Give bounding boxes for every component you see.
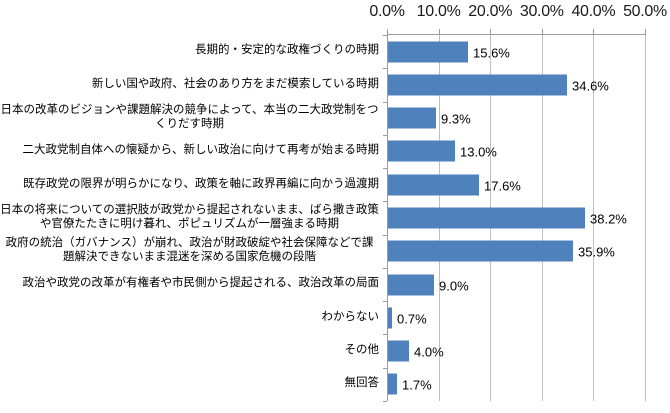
category-axis-tick xyxy=(383,35,387,36)
category-label: 政府の統治（ガバナンス）が崩れ、政治が財政破綻や社会保障などで課題解決できないま… xyxy=(0,234,382,267)
bar-value-label: 9.3% xyxy=(441,111,471,127)
bar xyxy=(388,174,479,196)
category-label: 既存政党の限界が明らかになり、政策を軸に政界再編に向かう過渡期 xyxy=(0,167,382,200)
x-axis-tick-label: 50.0% xyxy=(623,3,667,20)
bar xyxy=(388,140,455,162)
bar-value-label: 9.0% xyxy=(439,278,469,294)
bar-value-label: 15.6% xyxy=(473,45,510,61)
bar xyxy=(388,340,409,362)
category-label-text: 日本の将来についての選択肢が政党から提起されないまま、ばら撒き政策や官僚たたきに… xyxy=(0,203,379,230)
axis-tick xyxy=(387,29,388,34)
bar-value-label: 13.0% xyxy=(460,144,497,160)
bar-value-label: 35.9% xyxy=(578,244,615,260)
category-label-text: 既存政党の限界が明らかになり、政策を軸に政界再編に向かう過渡期 xyxy=(22,177,379,190)
category-axis-tick xyxy=(383,201,387,202)
plot-area: 15.6% 34.6% 9.3% 13.0% 17.6% 38.2% 35.9% 9.0% 0.… xyxy=(383,29,646,402)
bar xyxy=(388,307,392,329)
category-label: 政治や政党の改革が有権者や市民側から提起される、政治改革の局面 xyxy=(0,267,382,300)
bar-value-label: 34.6% xyxy=(572,78,609,94)
x-axis-tick-label: 30.0% xyxy=(519,3,564,20)
category-label: その他 xyxy=(0,333,382,366)
category-label-text: その他 xyxy=(344,343,380,356)
category-label-text: わからない xyxy=(321,310,380,323)
bar-value-label: 17.6% xyxy=(484,178,521,194)
category-axis-tick xyxy=(383,334,387,335)
axis-tick xyxy=(645,29,646,34)
axis-tick xyxy=(541,29,543,34)
bar-value-label: 0.7% xyxy=(397,311,427,327)
category-axis-tick xyxy=(383,268,387,269)
bar-value-label: 38.2% xyxy=(590,211,627,227)
category-label: 日本の将来についての選択肢が政党から提起されないまま、ばら撒き政策や官僚たたきに… xyxy=(0,200,382,233)
category-label: わからない xyxy=(0,300,382,333)
category-label-text: 新しい国や政府、社会のあり方をまだ模索している時期 xyxy=(91,77,379,90)
bar xyxy=(388,107,436,129)
bar xyxy=(388,74,567,96)
x-axis-tick-label: 40.0% xyxy=(571,3,616,20)
category-axis-tick xyxy=(383,301,387,302)
category-label: 長期的・安定的な政権づくりの時期 xyxy=(0,34,382,67)
bar xyxy=(388,41,468,63)
category-label: 新しい国や政府、社会のあり方をまだ模索している時期 xyxy=(0,67,382,100)
category-label-text: 日本の改革のビジョンや課題解決の競争によって、本当の二大政党制をつくりだす時期 xyxy=(0,103,379,131)
x-axis-tick-label: 0.0% xyxy=(369,3,405,20)
x-axis-tick-label: 20.0% xyxy=(468,3,513,20)
category-axis-tick xyxy=(383,168,387,169)
bar xyxy=(388,274,434,296)
category-axis-tick xyxy=(383,102,387,103)
category-label: 無回答 xyxy=(0,367,382,400)
bar xyxy=(388,373,397,395)
bar xyxy=(388,240,573,262)
axis-tick xyxy=(438,29,440,34)
category-axis-tick xyxy=(383,135,387,136)
axis-tick xyxy=(593,29,595,34)
bar xyxy=(388,207,585,229)
category-label: 二大政党制自体への懐疑から、新しい政治に向けて再考が始まる時期 xyxy=(0,134,382,167)
category-label-text: 二大政党制自体への懐疑から、新しい政治に向けて再考が始まる時期 xyxy=(22,144,380,157)
category-axis-tick xyxy=(383,401,387,402)
category-label-text: 長期的・安定的な政権づくりの時期 xyxy=(195,44,379,57)
x-axis-tick-label: 10.0% xyxy=(416,3,461,20)
category-label-text: 政府の統治（ガバナンス）が崩れ、政治が財政破綻や社会保障などで課題解決できないま… xyxy=(5,236,374,264)
bar-value-label: 1.7% xyxy=(402,377,432,393)
category-axis-tick xyxy=(383,68,387,69)
category-label: 日本の改革のビジョンや課題解決の競争によって、本当の二大政党制をつくりだす時期 xyxy=(0,101,382,134)
category-axis-tick xyxy=(383,235,387,236)
category-label-text: 政治や政党の改革が有権者や市民側から提起される、政治改革の局面 xyxy=(22,277,380,290)
category-axis-tick xyxy=(383,368,387,369)
gridline xyxy=(645,35,646,401)
category-label-text: 無回答 xyxy=(344,377,380,390)
axis-tick xyxy=(490,29,492,34)
gridline xyxy=(593,35,595,401)
bar-value-label: 4.0% xyxy=(414,344,444,360)
